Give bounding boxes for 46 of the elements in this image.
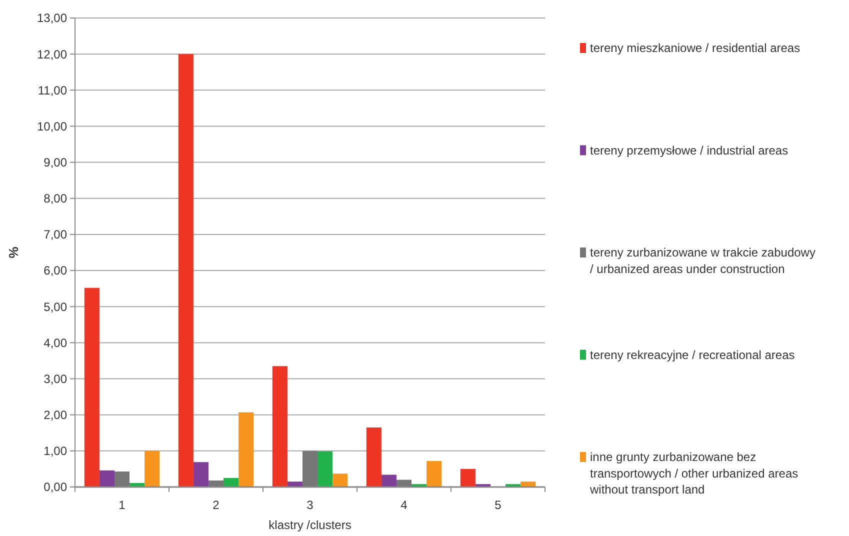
bar [460, 468, 476, 487]
y-tick-label: 2,00 [44, 408, 68, 422]
y-tick-label: 8,00 [44, 192, 68, 206]
x-axis-title: klastry /clusters [268, 518, 352, 532]
y-tick-label: 13,00 [36, 11, 68, 26]
bar [332, 474, 348, 487]
bar [99, 470, 114, 487]
y-tick-label: 7,00 [44, 228, 68, 242]
y-tick-label: 0,00 [44, 480, 68, 494]
bar [381, 474, 396, 487]
bar [84, 288, 100, 487]
legend-label: inne grunty zurbanizowane bez transportowych / other urbanized areas without transport land [589, 450, 798, 497]
y-tick-label: 6,00 [44, 264, 68, 278]
y-tick-label: 9,00 [44, 156, 68, 170]
bar [366, 427, 382, 487]
bar [426, 461, 442, 487]
y-axis-title: % [6, 246, 21, 258]
y-tick-label: 4,00 [44, 336, 68, 350]
bar [520, 482, 536, 487]
y-tick-label: 10,00 [36, 119, 68, 134]
bar [144, 450, 160, 487]
bar [114, 471, 130, 487]
bar [287, 482, 302, 487]
bar [318, 451, 333, 487]
bar [302, 450, 318, 487]
y-tick-label: 3,00 [44, 372, 68, 386]
y-tick-label: 1,00 [44, 444, 68, 458]
bar [193, 462, 208, 487]
bar [396, 480, 412, 487]
x-tick-label: 1 [118, 498, 126, 512]
legend-label: tereny rekreacyjne / recreational areas [590, 348, 795, 362]
y-tick-label: 5,00 [44, 300, 68, 314]
x-tick-label: 2 [212, 498, 220, 512]
bar [272, 366, 288, 487]
bar [208, 480, 224, 487]
x-tick-label: 4 [400, 498, 408, 512]
legend-label: tereny zurbanizowane w trakcie zabudowy / urbanized areas under construction [590, 246, 816, 276]
bar [178, 54, 194, 487]
legend-label: tereny przemysłowe / industrial areas [590, 143, 788, 158]
x-tick-label: 5 [494, 498, 502, 512]
y-tick-label: 11,00 [38, 83, 68, 98]
y-tick-label: 12,00 [36, 47, 68, 62]
x-tick-label: 3 [306, 498, 314, 512]
bar [224, 478, 239, 487]
legend-label: tereny mieszkaniowe / residential areas [590, 41, 800, 56]
bar [238, 412, 254, 487]
